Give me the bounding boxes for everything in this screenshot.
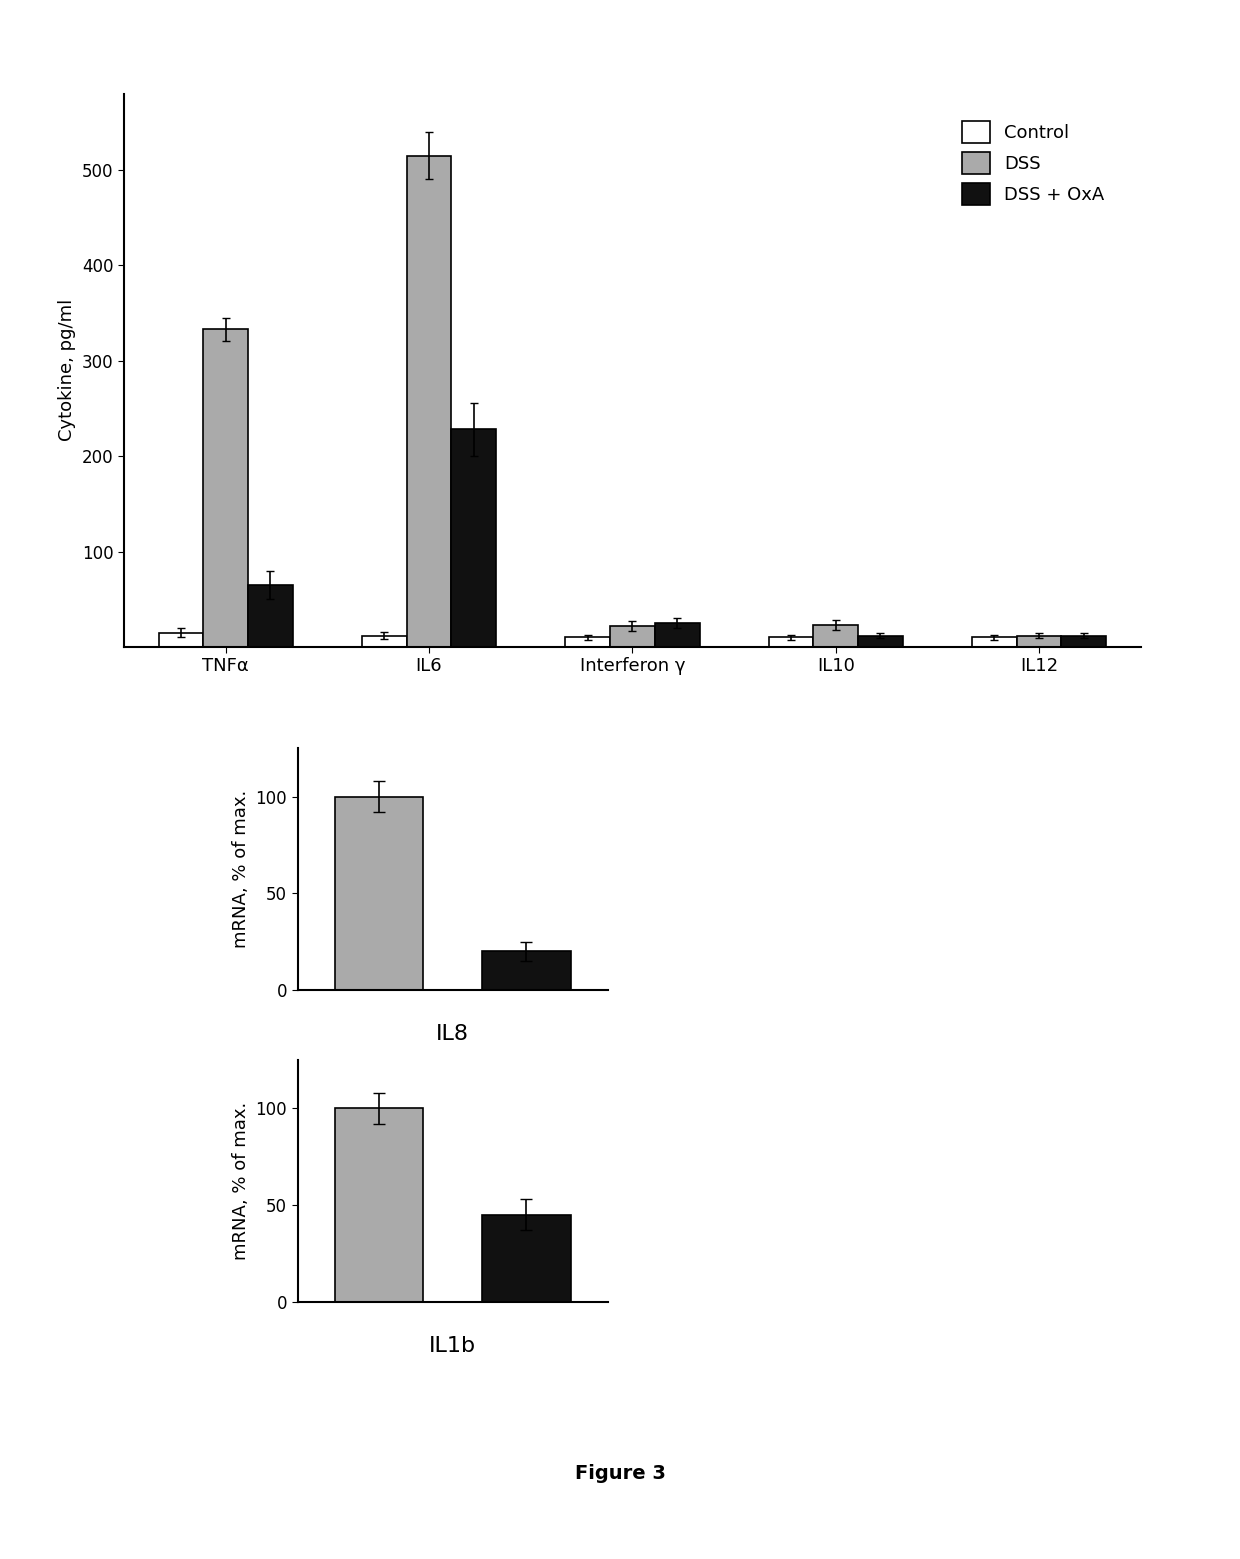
- Bar: [769, 638, 813, 647]
- Bar: [565, 638, 610, 647]
- Bar: [335, 797, 423, 990]
- Bar: [858, 636, 903, 647]
- Bar: [655, 624, 699, 647]
- Y-axis label: Cytokine, pg/ml: Cytokine, pg/ml: [58, 299, 77, 441]
- Bar: [813, 625, 858, 647]
- Text: Figure 3: Figure 3: [574, 1464, 666, 1483]
- Bar: [972, 638, 1017, 647]
- Y-axis label: mRNA, % of max.: mRNA, % of max.: [232, 1102, 250, 1260]
- Y-axis label: mRNA, % of max.: mRNA, % of max.: [232, 790, 250, 948]
- Bar: [610, 627, 655, 647]
- Text: IL8: IL8: [436, 1024, 469, 1045]
- Bar: [159, 633, 203, 647]
- Text: IL1b: IL1b: [429, 1336, 476, 1356]
- Bar: [482, 1214, 570, 1302]
- Bar: [203, 329, 248, 647]
- Legend: Control, DSS, DSS + OxA: Control, DSS, DSS + OxA: [955, 114, 1111, 212]
- Bar: [451, 429, 496, 647]
- Bar: [1017, 636, 1061, 647]
- Bar: [362, 636, 407, 647]
- Bar: [407, 156, 451, 647]
- Bar: [1061, 636, 1106, 647]
- Bar: [248, 585, 293, 647]
- Bar: [335, 1108, 423, 1302]
- Bar: [482, 951, 570, 990]
